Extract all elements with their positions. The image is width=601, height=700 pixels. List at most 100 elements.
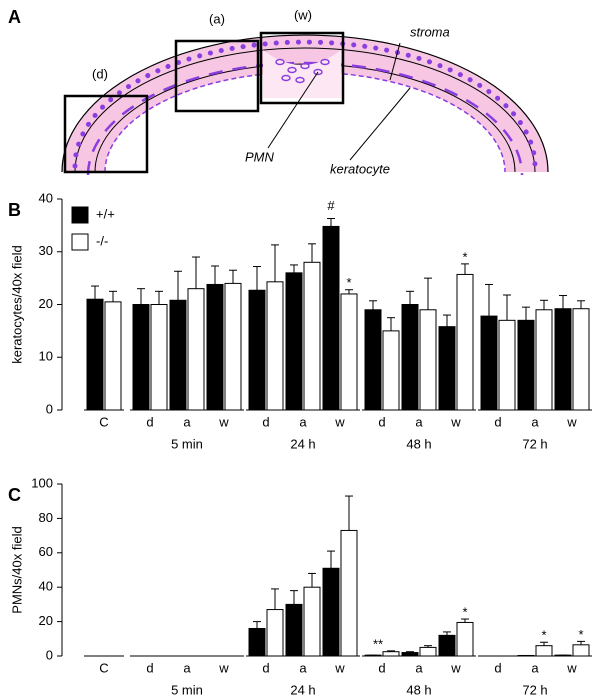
x-tick-label: a	[415, 414, 423, 429]
y-axis-label: PMNs/40x field	[9, 526, 24, 613]
x-tick-label: a	[299, 414, 307, 429]
bar	[266, 281, 284, 411]
bar	[438, 634, 456, 657]
bar	[248, 289, 266, 411]
annotation: *	[462, 604, 467, 619]
stroma-label: stroma	[410, 24, 450, 39]
outer-edge	[61, 34, 549, 173]
legend-label: +/+	[96, 206, 115, 221]
x-tick-label: w	[566, 660, 577, 675]
x-tick-label: w	[218, 660, 229, 675]
y-tick-label: 100	[31, 475, 53, 490]
bar	[456, 273, 474, 411]
x-tick-label: a	[415, 660, 423, 675]
y-tick-label: 0	[46, 401, 53, 416]
bar	[498, 319, 516, 411]
cornea-band	[62, 35, 548, 172]
region-box	[259, 31, 345, 105]
bar	[382, 330, 400, 411]
x-tick-label: d	[146, 660, 153, 675]
bar	[322, 225, 340, 411]
y-tick-label: 40	[39, 190, 53, 205]
x-tick-label: a	[531, 414, 539, 429]
annotation: *	[346, 275, 351, 290]
pointer	[349, 87, 411, 161]
bar	[340, 293, 358, 411]
group-label: 24 h	[290, 682, 315, 697]
pointer	[389, 42, 401, 81]
panel-label: A	[8, 7, 21, 27]
bar	[535, 645, 553, 657]
x-tick-label: d	[146, 414, 153, 429]
diagram: A (d) (a) (w) stroma PMN keratocyte	[8, 7, 549, 176]
bar	[187, 288, 205, 411]
bar	[480, 315, 498, 411]
region-label: (d)	[92, 66, 108, 81]
bar	[104, 301, 122, 411]
x-tick-label: w	[218, 414, 229, 429]
y-axis-label: keratocytes/40x field	[9, 245, 24, 364]
group-label: 48 h	[406, 436, 431, 451]
bar	[86, 298, 104, 411]
x-tick-label: a	[299, 660, 307, 675]
annotation: *	[462, 249, 467, 264]
bar	[266, 609, 284, 657]
bar	[150, 304, 168, 411]
annotation: **	[373, 636, 383, 651]
legend-swatch	[71, 206, 89, 224]
pmn-cells	[275, 58, 330, 84]
bar	[285, 603, 303, 657]
bar	[322, 567, 340, 657]
x-tick-label: d	[378, 660, 385, 675]
x-tick-label: a	[183, 660, 191, 675]
keratocyte-label: keratocyte	[330, 161, 390, 176]
bar	[303, 586, 321, 657]
annotation: *	[541, 628, 546, 643]
x-tick-label: d	[262, 414, 269, 429]
x-tick-label: d	[494, 660, 501, 675]
y-tick-label: 80	[39, 510, 53, 525]
bar	[572, 308, 590, 411]
bar	[401, 304, 419, 411]
annotation: *	[578, 627, 583, 642]
group-label: 72 h	[522, 436, 547, 451]
x-tick-label: d	[494, 414, 501, 429]
bar	[224, 282, 242, 411]
region-label: (a)	[209, 11, 225, 26]
bar	[132, 304, 150, 411]
y-tick-label: 60	[39, 544, 53, 559]
epithelium-cells	[72, 39, 538, 169]
x-tick-label: w	[450, 660, 461, 675]
x-tick-label: w	[566, 414, 577, 429]
bar	[364, 309, 382, 411]
bar	[169, 299, 187, 411]
bar	[535, 309, 553, 411]
bar	[438, 326, 456, 411]
bar	[248, 627, 266, 657]
x-tick-label: w	[450, 414, 461, 429]
y-tick-label: 0	[46, 647, 53, 662]
group-label: 48 h	[406, 682, 431, 697]
group-label: 5 min	[171, 682, 203, 697]
bar	[554, 308, 572, 411]
region-box	[174, 39, 260, 113]
bar	[285, 272, 303, 411]
y-tick-label: 10	[39, 349, 53, 364]
bar	[572, 644, 590, 657]
group-label: 24 h	[290, 436, 315, 451]
x-tick-label: d	[262, 660, 269, 675]
legend-label: -/-	[96, 233, 108, 248]
pmn-label: PMN	[245, 149, 275, 164]
region-box	[63, 94, 149, 174]
x-tick-label: a	[183, 414, 191, 429]
pointer	[267, 71, 319, 149]
y-tick-label: 40	[39, 579, 53, 594]
annotation: #	[327, 198, 335, 213]
y-tick-label: 20	[39, 296, 53, 311]
bar	[382, 651, 400, 657]
x-tick-label: d	[378, 414, 385, 429]
x-tick-label: C	[99, 660, 108, 675]
bar	[456, 621, 474, 657]
x-tick-label: w	[334, 414, 345, 429]
legend-swatch	[71, 233, 89, 251]
